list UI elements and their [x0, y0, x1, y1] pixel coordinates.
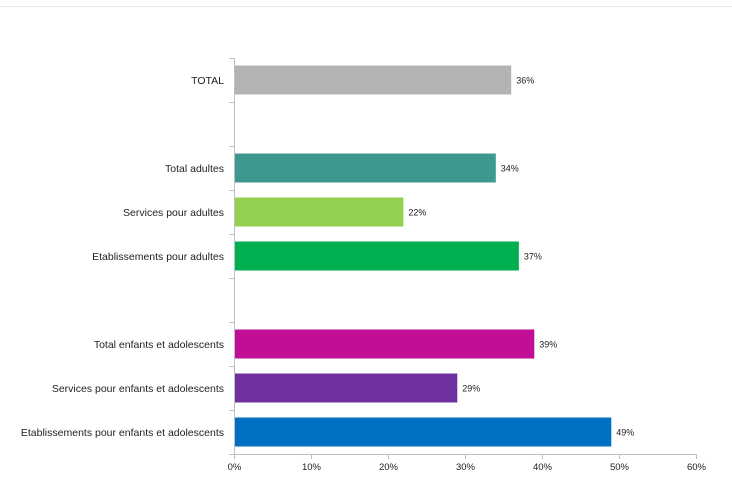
- x-tick-label: 20%: [379, 462, 399, 473]
- category-label: Services pour adultes: [123, 207, 224, 219]
- axes: [229, 58, 697, 459]
- bar: [235, 197, 404, 227]
- bar: [235, 373, 458, 403]
- category-label: Services pour enfants et adolescents: [52, 383, 224, 395]
- x-tick-label: 60%: [687, 462, 707, 473]
- x-tick-label: 50%: [610, 462, 630, 473]
- bar: [235, 241, 519, 271]
- x-tick-label: 10%: [302, 462, 322, 473]
- data-label: 49%: [616, 428, 634, 438]
- category-label: TOTAL: [191, 75, 224, 87]
- data-label: 39%: [539, 340, 557, 350]
- data-label: 22%: [408, 208, 426, 218]
- bar: [235, 329, 535, 359]
- category-label: Etablissements pour enfants et adolescen…: [21, 427, 224, 439]
- bar: [235, 65, 512, 95]
- data-label: 29%: [462, 384, 480, 394]
- labels: 0% 10% 20% 30% 40% 50% 60% TOTAL 36% Total adulte…: [21, 75, 707, 473]
- bar: [235, 153, 496, 183]
- category-label: Total enfants et adolescents: [94, 339, 224, 351]
- x-tick-label: 0%: [228, 462, 242, 473]
- data-label: 37%: [524, 252, 542, 262]
- bars: [235, 65, 612, 447]
- category-label: Total adultes: [165, 163, 224, 175]
- category-label: Etablissements pour adultes: [92, 251, 224, 263]
- data-label: 36%: [516, 76, 534, 86]
- x-tick-label: 30%: [456, 462, 476, 473]
- bar: [235, 417, 612, 447]
- x-tick-label: 40%: [533, 462, 553, 473]
- data-label: 34%: [501, 164, 519, 174]
